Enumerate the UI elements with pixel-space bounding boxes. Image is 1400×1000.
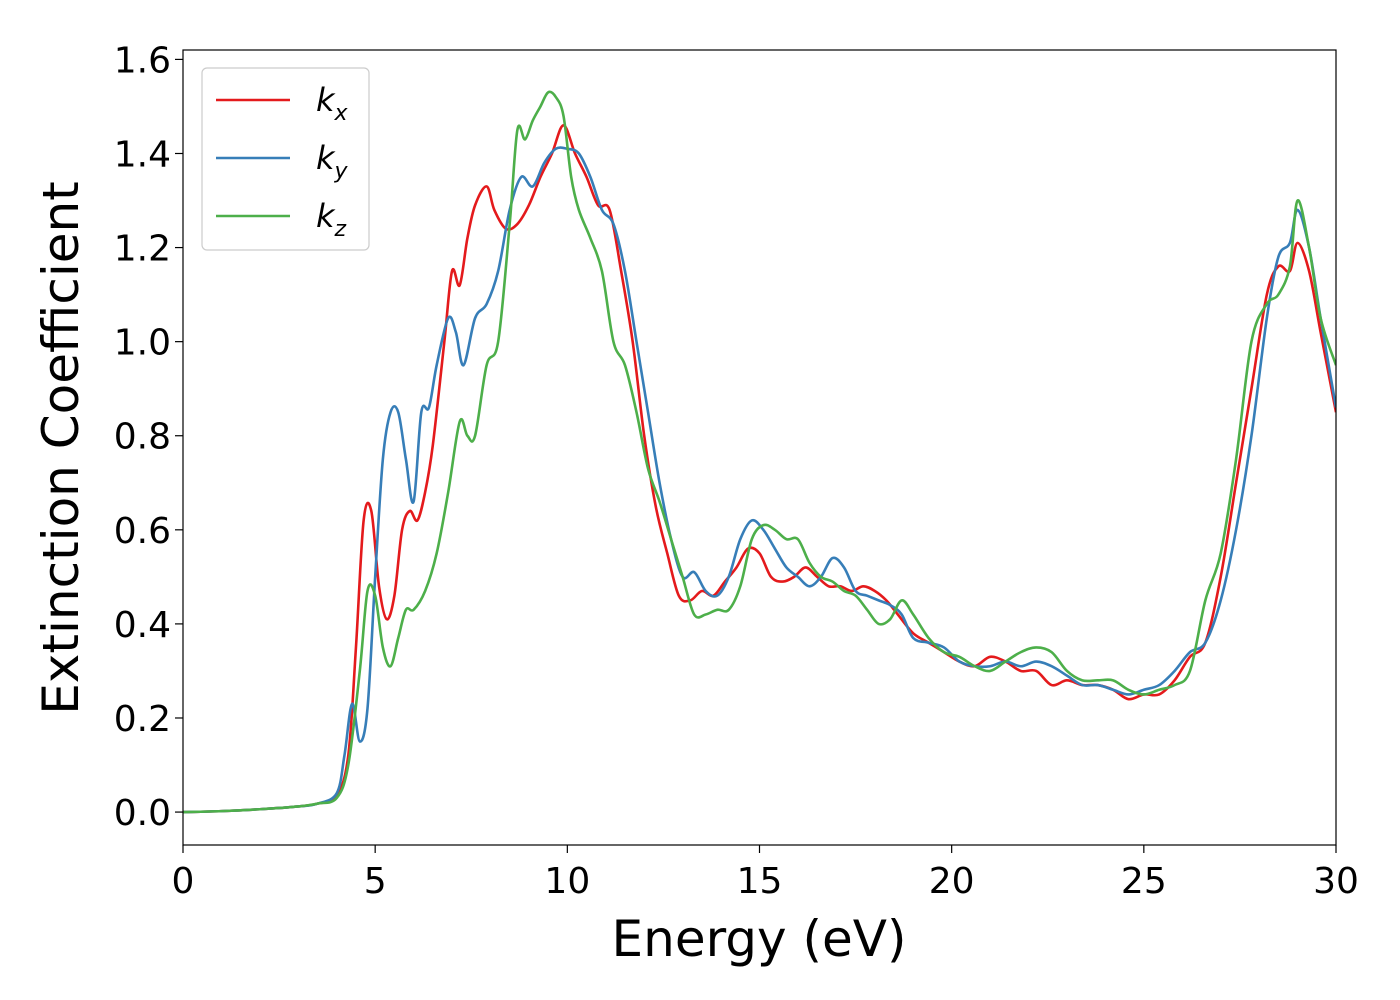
plot-area bbox=[183, 50, 1336, 845]
legend-label-ky: ky bbox=[316, 139, 349, 184]
y-tick-label: 1.0 bbox=[114, 323, 171, 364]
x-axis-label: Energy (eV) bbox=[612, 910, 907, 968]
y-tick-label: 1.4 bbox=[114, 134, 171, 175]
legend-label-kz: kz bbox=[316, 197, 347, 242]
y-axis-label: Extinction Coefficient bbox=[32, 181, 90, 715]
legend-label-base: k bbox=[316, 139, 336, 177]
legend-label-subscript: y bbox=[334, 159, 349, 184]
legend-label-subscript: z bbox=[334, 217, 347, 242]
series-layer bbox=[183, 90, 1336, 814]
x-tick-label: 10 bbox=[544, 861, 590, 902]
y-tick-label: 0.2 bbox=[114, 699, 171, 740]
series-line-kz bbox=[183, 90, 1336, 814]
legend-label-subscript: x bbox=[334, 101, 349, 126]
legend-label-base: k bbox=[316, 197, 336, 235]
x-tick-label: 5 bbox=[364, 861, 387, 902]
series-line-ky bbox=[183, 146, 1336, 814]
y-axis-ticks: 0.0 0.2 0.4 0.6 0.8 1.0 1.2 1.4 1.6 bbox=[114, 40, 183, 834]
x-tick-label: 30 bbox=[1313, 861, 1359, 902]
series-line-kx bbox=[183, 123, 1336, 814]
y-tick-label: 1.6 bbox=[114, 40, 171, 81]
y-tick-label: 0.0 bbox=[114, 793, 171, 834]
x-tick-label: 25 bbox=[1121, 861, 1167, 902]
x-tick-label: 15 bbox=[737, 861, 783, 902]
y-tick-label: 0.8 bbox=[114, 417, 171, 458]
x-axis-ticks: 0 5 10 15 20 25 30 bbox=[172, 845, 1359, 902]
y-tick-label: 0.6 bbox=[114, 511, 171, 552]
y-tick-label: 0.4 bbox=[114, 605, 171, 646]
y-tick-label: 1.2 bbox=[114, 229, 171, 270]
legend-label-kx: kx bbox=[316, 81, 349, 126]
legend-label-base: k bbox=[316, 81, 336, 119]
x-tick-label: 0 bbox=[172, 861, 195, 902]
x-tick-label: 20 bbox=[929, 861, 975, 902]
